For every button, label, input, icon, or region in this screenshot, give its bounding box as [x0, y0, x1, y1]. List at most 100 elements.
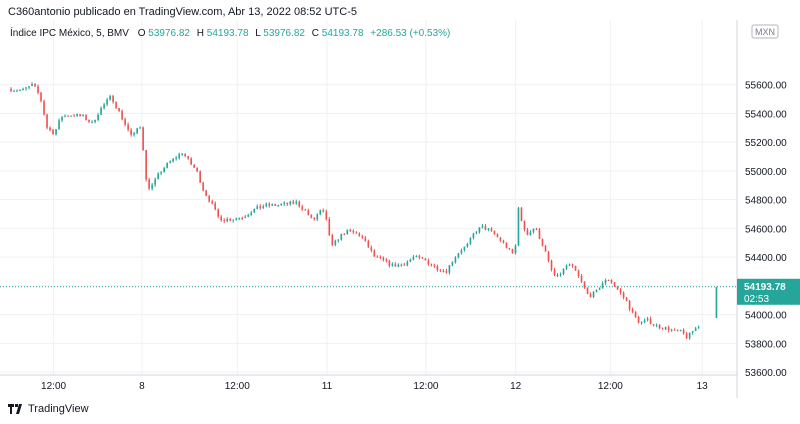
candle-body: [670, 329, 673, 331]
candle-body: [130, 129, 132, 135]
candle-body: [451, 262, 454, 266]
candle-body: [421, 257, 424, 259]
candle-body: [202, 182, 205, 191]
candle-body: [424, 258, 427, 261]
candle-body: [340, 233, 343, 240]
time-tick-label: 8: [139, 381, 145, 392]
candle-body: [337, 239, 340, 241]
legend-open: 53976.82: [148, 28, 190, 39]
candle-body: [646, 318, 649, 321]
candle-body: [463, 246, 466, 251]
candle-body: [358, 233, 361, 237]
candle-body: [481, 226, 484, 228]
candle-body: [19, 90, 21, 92]
candle-body: [673, 329, 676, 331]
candle-body: [106, 99, 108, 105]
candle-body: [574, 265, 577, 271]
candle-body: [199, 171, 202, 183]
candle-body: [373, 250, 376, 257]
legend-symbol: Índice IPC México, 5, BMV: [10, 26, 129, 39]
candle-body: [652, 324, 655, 326]
chart-attribution: C360antonio publicado en TradingView.com…: [8, 6, 357, 18]
candle-body: [493, 230, 496, 235]
candle-body: [43, 101, 45, 115]
candle-body: [637, 316, 640, 323]
candle-body: [544, 246, 547, 252]
candle-body: [433, 265, 436, 267]
candle-body: [538, 229, 541, 239]
candle-body: [28, 86, 30, 88]
candle-body: [58, 120, 60, 130]
candle-body: [688, 332, 691, 339]
candle-body: [400, 264, 403, 266]
candle-body: [454, 257, 457, 263]
candle-body: [289, 201, 292, 205]
price-tick-label: 54800.00: [745, 196, 787, 207]
candle-body: [238, 217, 241, 219]
candle-body: [613, 282, 616, 287]
time-axis[interactable]: 12:00 8 12:00 11 12:00 12 12:00 13: [41, 381, 708, 392]
candle-body: [196, 167, 199, 172]
candle-body: [475, 232, 478, 234]
candle-body: [97, 114, 99, 121]
legend-high-label: H: [197, 28, 204, 39]
candle-body: [157, 173, 159, 180]
candle-body: [274, 204, 277, 206]
candle-body: [142, 127, 144, 151]
candle-body: [634, 312, 637, 317]
candle-body: [589, 293, 592, 297]
legend-open-label: O: [138, 28, 146, 39]
candle-body: [160, 172, 162, 174]
candle-body: [685, 333, 688, 339]
candle-body: [664, 327, 667, 330]
candle-body: [265, 203, 268, 207]
candle-body: [367, 240, 370, 248]
candle-body: [478, 227, 481, 233]
candle-body: [52, 129, 54, 135]
legend-low: 53976.82: [263, 28, 305, 39]
candle-body: [496, 234, 499, 238]
legend-low-label: L: [255, 28, 261, 39]
price-tick-label: 55400.00: [745, 109, 787, 120]
candle-body: [694, 328, 697, 331]
candle-body: [676, 329, 679, 332]
candle-body: [193, 164, 195, 168]
candle-body: [85, 114, 87, 120]
candle-body: [379, 256, 382, 258]
candle-body: [658, 324, 661, 329]
candle-body: [220, 216, 223, 221]
candle-body: [325, 211, 328, 220]
price-tick-label: 55000.00: [745, 167, 787, 178]
candle-body: [448, 265, 451, 273]
price-axis[interactable]: 53600.0053800.0054000.0054200.0054400.00…: [745, 81, 787, 379]
candle-body: [163, 167, 165, 173]
candle-body: [412, 257, 415, 260]
candle-body: [622, 292, 625, 298]
candle-body: [667, 327, 670, 331]
svg-text:Índice IPC México, 5, BMV: Índice IPC México, 5, BMV O 53976.82 H 5…: [10, 26, 450, 39]
candle-body: [286, 202, 289, 205]
candle-body: [394, 264, 397, 267]
candle-body: [235, 218, 238, 220]
candle-body: [385, 259, 388, 261]
candle-body: [535, 228, 538, 230]
footer: TradingView: [8, 403, 89, 415]
candle-body: [151, 184, 153, 189]
price-tick-label: 53800.00: [745, 339, 787, 350]
price-tick-label: 54600.00: [745, 224, 787, 235]
candle-body: [532, 228, 535, 232]
candlestick-chart[interactable]: Índice IPC México, 5, BMV O 53976.82 H 5…: [0, 20, 800, 398]
candle-body: [508, 248, 511, 250]
candle-body: [91, 121, 93, 123]
candle-body: [541, 238, 544, 247]
candle-body: [217, 209, 220, 217]
footer-brand[interactable]: TradingView: [28, 403, 89, 415]
candle-body: [226, 219, 229, 221]
candle-body: [562, 268, 565, 275]
tradingview-logo-icon[interactable]: [8, 404, 24, 414]
candle-body: [592, 291, 595, 297]
candle-body: [550, 260, 553, 270]
candle-body: [661, 328, 664, 330]
candle-body: [244, 216, 247, 219]
candle-body: [70, 115, 72, 117]
